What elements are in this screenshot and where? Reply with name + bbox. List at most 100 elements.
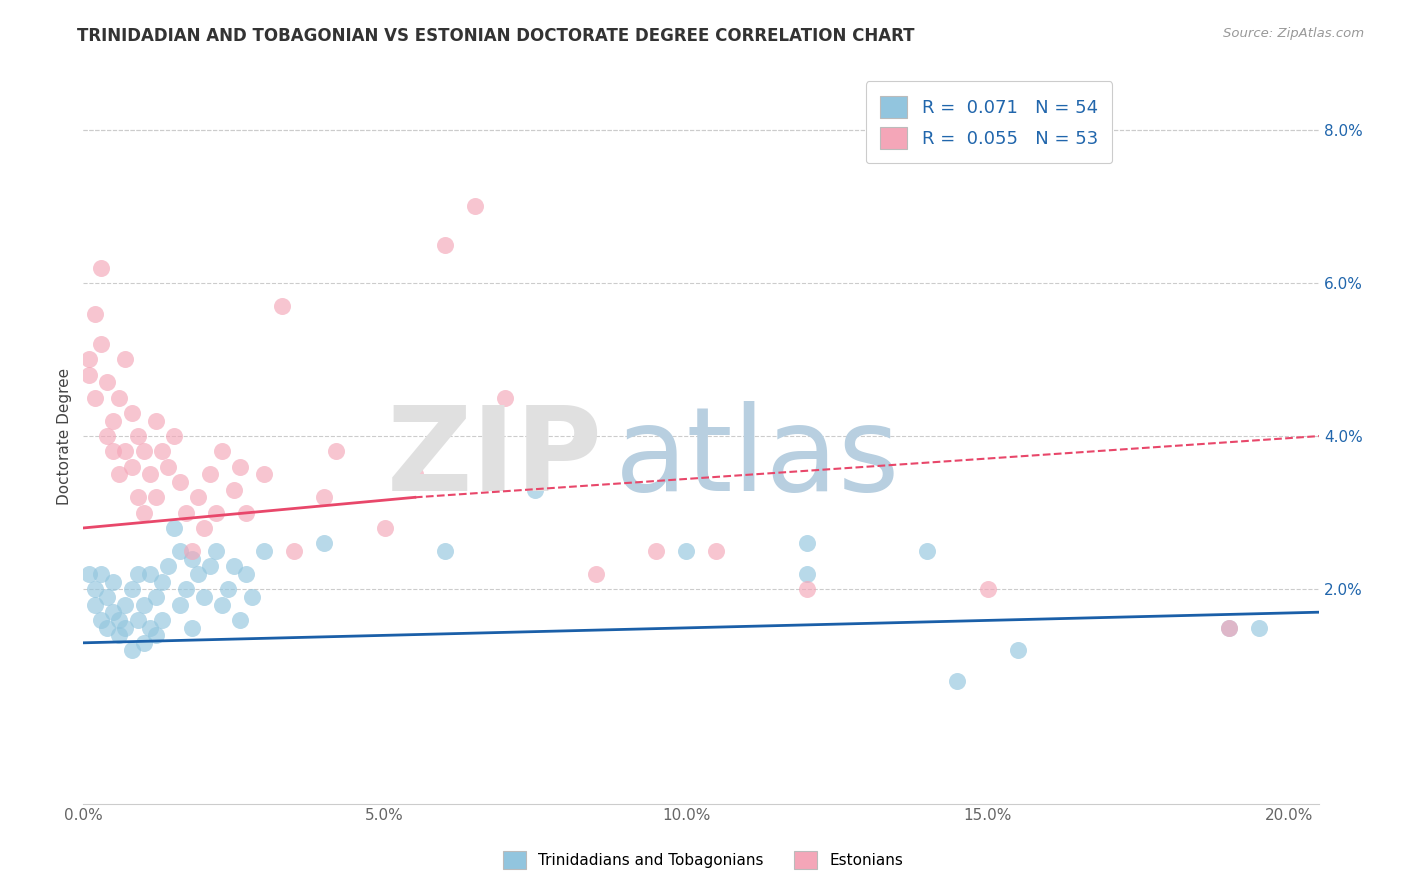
Point [127, 613, 149, 627]
Point [121, 643, 143, 657]
Point [211, 598, 233, 612]
Point [585, 566, 607, 581]
Point [205, 544, 228, 558]
Point [946, 674, 969, 689]
Point [1247, 620, 1270, 634]
Point [917, 544, 939, 558]
Point [138, 566, 160, 581]
Point [222, 559, 245, 574]
Point [121, 459, 143, 474]
Point [198, 559, 221, 574]
Point [145, 491, 167, 505]
Point [1218, 620, 1240, 634]
Point [169, 544, 191, 558]
Point [138, 467, 160, 482]
Point [229, 459, 252, 474]
Point [434, 544, 457, 558]
Point [169, 598, 191, 612]
Point [796, 582, 818, 597]
Point [205, 506, 228, 520]
Point [198, 467, 221, 482]
Point [240, 590, 263, 604]
Point [174, 506, 197, 520]
Point [103, 574, 125, 589]
Point [235, 506, 257, 520]
Point [127, 429, 149, 443]
Point [229, 613, 252, 627]
Point [222, 483, 245, 497]
Point [253, 467, 276, 482]
Point [132, 444, 155, 458]
Point [187, 566, 209, 581]
Point [156, 559, 179, 574]
Point [84, 582, 107, 597]
Point [156, 459, 179, 474]
Point [84, 598, 107, 612]
Point [180, 544, 202, 558]
Point [193, 590, 215, 604]
Point [79, 566, 101, 581]
Text: atlas: atlas [614, 401, 900, 516]
Point [103, 414, 125, 428]
Point [235, 566, 257, 581]
Point [211, 444, 233, 458]
Point [253, 544, 276, 558]
Point [145, 590, 167, 604]
Point [163, 429, 186, 443]
Point [127, 491, 149, 505]
Point [169, 475, 191, 489]
Point [84, 307, 107, 321]
Legend: Trinidadians and Tobagonians, Estonians: Trinidadians and Tobagonians, Estonians [496, 845, 910, 875]
Point [494, 391, 516, 405]
Point [96, 620, 118, 634]
Point [132, 636, 155, 650]
Point [132, 598, 155, 612]
Point [1007, 643, 1029, 657]
Point [114, 444, 136, 458]
Point [145, 414, 167, 428]
Point [90, 337, 112, 351]
Point [79, 352, 101, 367]
Point [114, 620, 136, 634]
Point [434, 237, 457, 252]
Point [103, 605, 125, 619]
Text: ZIP: ZIP [387, 401, 602, 516]
Point [283, 544, 305, 558]
Point [174, 582, 197, 597]
Point [180, 620, 202, 634]
Point [796, 566, 818, 581]
Point [187, 491, 209, 505]
Point [127, 566, 149, 581]
Point [217, 582, 239, 597]
Point [325, 444, 347, 458]
Point [193, 521, 215, 535]
Point [121, 406, 143, 420]
Point [464, 199, 486, 213]
Point [79, 368, 101, 382]
Point [1218, 620, 1240, 634]
Point [84, 391, 107, 405]
Point [114, 598, 136, 612]
Text: TRINIDADIAN AND TOBAGONIAN VS ESTONIAN DOCTORATE DEGREE CORRELATION CHART: TRINIDADIAN AND TOBAGONIAN VS ESTONIAN D… [77, 27, 915, 45]
Text: Source: ZipAtlas.com: Source: ZipAtlas.com [1223, 27, 1364, 40]
Legend: R =  0.071   N = 54, R =  0.055   N = 53: R = 0.071 N = 54, R = 0.055 N = 53 [866, 81, 1112, 163]
Point [796, 536, 818, 550]
Point [271, 299, 294, 313]
Point [150, 444, 173, 458]
Point [108, 467, 131, 482]
Point [132, 506, 155, 520]
Point [90, 566, 112, 581]
Point [108, 613, 131, 627]
Point [374, 521, 396, 535]
Point [645, 544, 668, 558]
Point [314, 536, 336, 550]
Point [114, 352, 136, 367]
Point [103, 444, 125, 458]
Point [96, 376, 118, 390]
Y-axis label: Doctorate Degree: Doctorate Degree [58, 368, 72, 505]
Point [90, 613, 112, 627]
Point [108, 391, 131, 405]
Point [150, 574, 173, 589]
Point [675, 544, 697, 558]
Point [976, 582, 998, 597]
